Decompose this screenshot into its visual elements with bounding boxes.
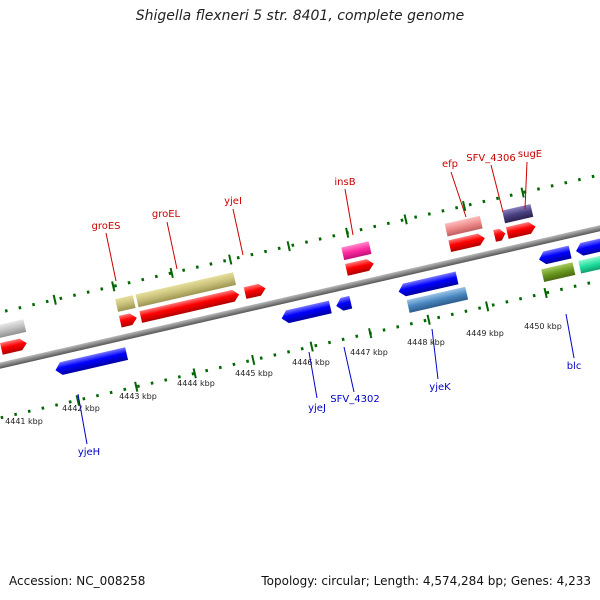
groEL-gene[interactable] (139, 289, 240, 323)
efp-feature[interactable] (444, 215, 483, 237)
tick-label: 4448 kbp (407, 338, 445, 347)
SFV_4302-gene[interactable] (335, 295, 353, 312)
label-sugE[interactable]: sugE (518, 149, 542, 160)
tick-label: 4449 kbp (466, 329, 504, 338)
yjeH-gene[interactable] (54, 347, 129, 376)
tick-label: 4443 kbp (119, 392, 157, 401)
tick-label: 4444 kbp (177, 379, 215, 388)
yjeI-gene[interactable] (243, 283, 267, 299)
yjeK-feature[interactable] (406, 286, 469, 313)
yjeJ-gene[interactable] (280, 300, 332, 325)
label-SFV_4306[interactable]: SFV_4306 (466, 153, 515, 164)
gene-arrow-forward[interactable] (0, 337, 28, 355)
groES-gene[interactable] (118, 312, 138, 328)
insB-feature[interactable] (341, 241, 372, 261)
genome-title: Shigella flexneri 5 str. 8401, complete … (135, 8, 465, 24)
label-SFV_4302[interactable]: SFV_4302 (330, 394, 379, 405)
efp-gene[interactable] (448, 232, 486, 253)
label-yjeI[interactable]: yjeI (224, 196, 242, 207)
reverse-tick-track (0, 260, 600, 429)
label-yjeK[interactable]: yjeK (429, 382, 451, 393)
blc-gene[interactable] (537, 245, 572, 266)
label-yjeH[interactable]: yjeH (78, 447, 100, 458)
sugE-feature[interactable] (502, 204, 534, 224)
tick-label: 4441 kbp (5, 417, 43, 426)
grey-feature[interactable] (0, 319, 27, 339)
forward-tick-track (0, 160, 600, 329)
reverse-label-leaders (77, 313, 575, 445)
label-yjeJ[interactable]: yjeJ (308, 403, 326, 414)
tick-label: 4450 kbp (524, 322, 562, 331)
reverse-major-ticks (75, 287, 548, 406)
tick-label: 4447 kbp (350, 348, 388, 357)
tick-label: 4442 kbp (62, 404, 100, 413)
insB-gene[interactable] (345, 258, 375, 276)
SFV_4306-gene[interactable] (493, 228, 506, 242)
tick-label: 4446 kbp (292, 358, 330, 367)
groEL-feature[interactable] (135, 272, 237, 308)
label-insB[interactable]: insB (334, 177, 355, 188)
label-efp[interactable]: efp (442, 159, 458, 170)
label-groEL[interactable]: groEL (152, 209, 181, 220)
genome-backbone (0, 209, 600, 381)
teal-feature[interactable] (578, 247, 600, 274)
blc-feature[interactable] (541, 262, 576, 283)
yjeK-gene[interactable] (397, 271, 459, 298)
gene-arrow-reverse[interactable] (574, 230, 600, 257)
topology-text: Topology: circular; Length: 4,574,284 bp… (261, 574, 591, 588)
sugE-gene[interactable] (505, 221, 537, 239)
label-blc[interactable]: blc (567, 361, 582, 372)
forward-label-leaders (105, 161, 528, 282)
tick-label: 4445 kbp (235, 369, 273, 378)
forward-major-ticks (52, 187, 525, 305)
label-groES[interactable]: groES (91, 221, 120, 232)
groES-feature[interactable] (115, 295, 136, 312)
accession-text: Accession: NC_008258 (9, 574, 146, 588)
